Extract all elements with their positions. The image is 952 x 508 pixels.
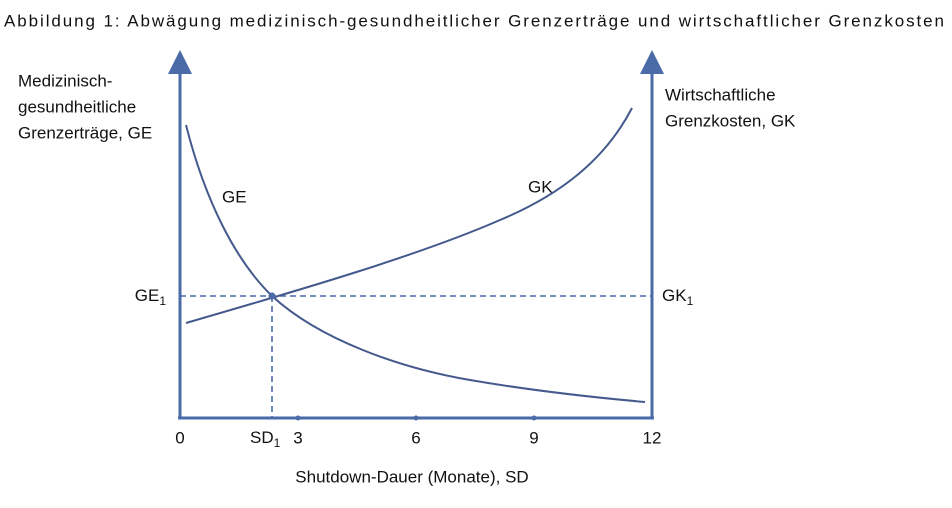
x-tick-label: 3	[293, 428, 302, 447]
curve-label: GK	[528, 177, 553, 196]
x-tick-label: 9	[529, 428, 538, 447]
x-axis-label: Shutdown-Dauer (Monate), SD	[295, 467, 528, 486]
x-tick-label: 6	[411, 428, 420, 447]
label-main: GK	[662, 286, 687, 305]
left-axis-label: gesundheitliche	[18, 97, 136, 116]
gk1-label: GK1	[662, 286, 694, 308]
x-tick	[531, 415, 537, 421]
ge1-label: GE1	[135, 286, 167, 308]
x-tick-label: 0	[175, 428, 184, 447]
label-sub: 1	[159, 294, 166, 308]
sd1-label: SD1	[250, 428, 281, 450]
right-axis-label: Wirtschaftliche	[665, 85, 776, 104]
right-axis-label: Grenzkosten, GK	[665, 111, 796, 130]
curve-label: GE	[222, 187, 247, 206]
title: Abbildung 1: Abwägung medizinisch-gesund…	[4, 11, 944, 30]
x-tick	[413, 415, 419, 421]
left-axis-label: Grenzerträge, GE	[18, 123, 152, 142]
gk-curve	[185, 107, 633, 324]
label-main: SD	[250, 428, 274, 447]
equilibrium-point	[268, 292, 276, 300]
label-sub: 1	[687, 294, 694, 308]
left-axis-label: Medizinisch-	[18, 71, 112, 90]
ge-curve	[185, 124, 646, 403]
x-tick	[295, 415, 301, 421]
x-tick-label: 12	[643, 428, 662, 447]
label-sub: 1	[274, 436, 281, 450]
label-main: GE	[135, 286, 160, 305]
